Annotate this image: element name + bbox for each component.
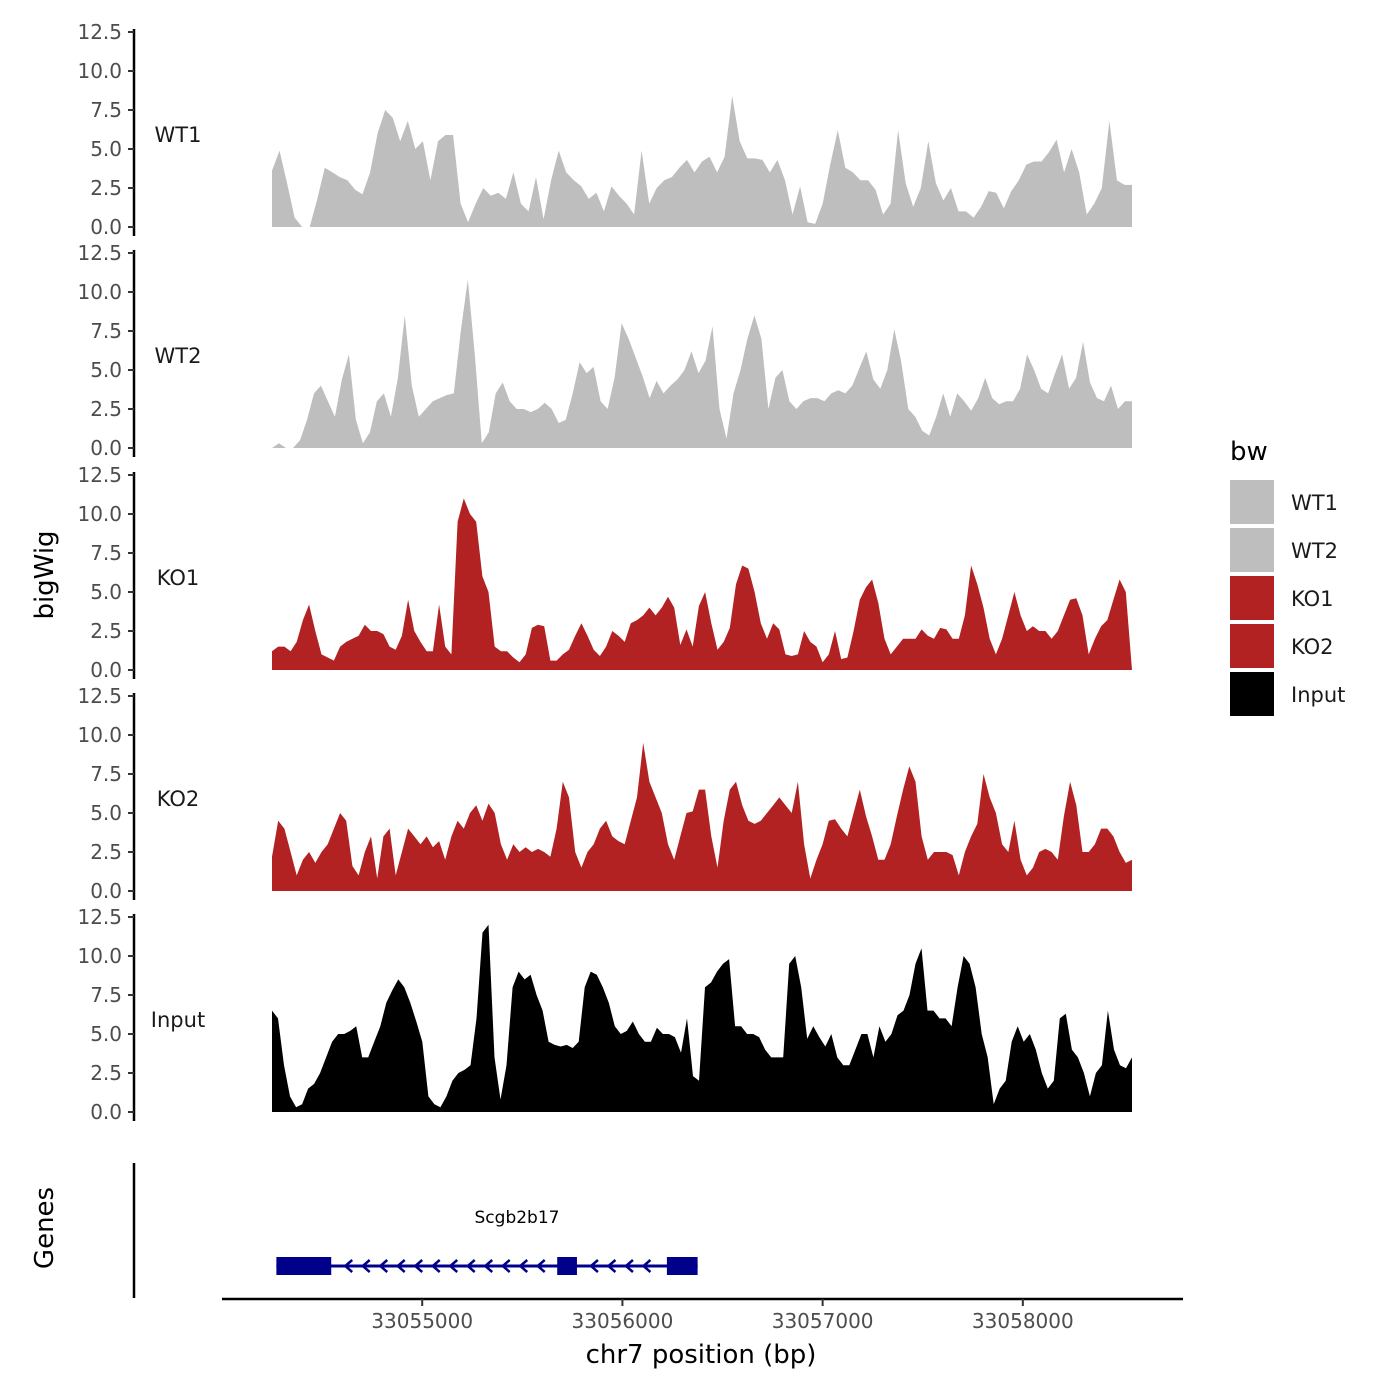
y-tick-label: 12.5 xyxy=(77,905,122,929)
legend-key-ko2 xyxy=(1230,624,1274,668)
y-tick-label: 2.5 xyxy=(90,619,122,643)
legend-label-wt2: WT2 xyxy=(1291,539,1338,563)
legend-title: bw xyxy=(1230,437,1268,467)
strand-arrow xyxy=(465,1259,476,1273)
y-tick-label: 0.0 xyxy=(90,879,122,903)
y-tick-label: 10.0 xyxy=(77,944,122,968)
legend: WT1 WT2 KO1 KO2 Input xyxy=(1230,480,1345,716)
track-label-input: Input xyxy=(151,1008,205,1032)
coverage-area-ko2 xyxy=(272,742,1132,891)
strand-arrow xyxy=(483,1259,494,1273)
y-tick-label: 0.0 xyxy=(90,215,122,239)
y-tick-label: 7.5 xyxy=(90,319,122,343)
y-tick-label: 5.0 xyxy=(90,580,122,604)
y-tick-label: 5.0 xyxy=(90,801,122,825)
track-wt1: 0.0 2.5 5.0 7.5 10.0 12.5 WT1 xyxy=(77,20,1132,239)
x-tick-label: 33056000 xyxy=(572,1309,674,1333)
strand-arrow xyxy=(343,1259,354,1273)
y-tick-label: 2.5 xyxy=(90,176,122,200)
y-tick-label: 7.5 xyxy=(90,98,122,122)
y-tick-label: 10.0 xyxy=(77,280,122,304)
y-axis-title: bigWig xyxy=(30,530,60,619)
strand-arrow xyxy=(606,1259,617,1273)
legend-label-input: Input xyxy=(1291,683,1345,707)
coverage-area-ko1 xyxy=(272,498,1132,670)
y-tick-label: 10.0 xyxy=(77,59,122,83)
strand-arrow xyxy=(378,1259,389,1273)
strand-arrow xyxy=(395,1259,406,1273)
y-tick-label: 0.0 xyxy=(90,436,122,460)
legend-label-ko1: KO1 xyxy=(1291,587,1334,611)
x-tick-label: 33057000 xyxy=(772,1309,874,1333)
y-tick-label: 5.0 xyxy=(90,358,122,382)
y-tick-label: 0.0 xyxy=(90,1100,122,1124)
strand-arrow xyxy=(589,1259,599,1273)
y-tick-label: 5.0 xyxy=(90,137,122,161)
y-tick-label: 5.0 xyxy=(90,1022,122,1046)
legend-label-wt1: WT1 xyxy=(1291,491,1338,515)
y-tick-label: 10.0 xyxy=(77,723,122,747)
x-axis-ticks: 33055000 33056000 33057000 33058000 xyxy=(371,1299,1074,1333)
y-tick-label: 12.5 xyxy=(77,463,122,487)
coverage-area-wt1 xyxy=(272,96,1132,227)
legend-label-ko2: KO2 xyxy=(1291,635,1334,659)
x-axis-title: chr7 position (bp) xyxy=(586,1340,817,1370)
track-wt2: 0.0 2.5 5.0 7.5 10.0 12.5 WT2 xyxy=(77,241,1132,460)
track-label-wt1: WT1 xyxy=(155,123,202,147)
legend-key-wt1 xyxy=(1230,480,1274,524)
track-ko1: 0.0 2.5 5.0 7.5 10.0 12.5 KO1 xyxy=(77,463,1132,682)
coverage-area-input xyxy=(272,924,1132,1112)
track-label-wt2: WT2 xyxy=(155,344,202,368)
bigwig-tracks: 0.0 2.5 5.0 7.5 10.0 12.5 WT1 0.0 2.5 5.0 7.5 10.0 1… xyxy=(77,20,1132,1124)
gene-panel-title: Genes xyxy=(30,1187,60,1269)
gene-exon xyxy=(666,1257,698,1275)
strand-arrow xyxy=(448,1259,459,1273)
x-tick-label: 33055000 xyxy=(371,1309,473,1333)
y-tick-label: 0.0 xyxy=(90,658,122,682)
strand-arrow xyxy=(641,1259,652,1273)
legend-key-input xyxy=(1230,672,1274,716)
strand-arrow xyxy=(430,1259,441,1273)
y-tick-label: 7.5 xyxy=(90,541,122,565)
track-label-ko2: KO2 xyxy=(157,787,200,811)
legend-key-wt2 xyxy=(1230,528,1274,572)
y-tick-label: 12.5 xyxy=(77,20,122,44)
y-tick-label: 10.0 xyxy=(77,502,122,526)
gene-exon xyxy=(276,1257,332,1275)
strand-arrow xyxy=(624,1259,634,1273)
track-input: 0.0 2.5 5.0 7.5 10.0 12.5 Input xyxy=(77,905,1132,1124)
y-tick-label: 2.5 xyxy=(90,1061,122,1085)
y-tick-label: 7.5 xyxy=(90,762,122,786)
coverage-area-wt2 xyxy=(272,279,1132,448)
strand-arrow xyxy=(500,1259,511,1273)
y-tick-label: 12.5 xyxy=(77,241,122,265)
y-tick-label: 12.5 xyxy=(77,684,122,708)
gene-track: Scgb2b17 xyxy=(276,1208,698,1275)
y-tick-label: 2.5 xyxy=(90,397,122,421)
gene-name-label: Scgb2b17 xyxy=(475,1208,560,1228)
track-ko2: 0.0 2.5 5.0 7.5 10.0 12.5 KO2 xyxy=(77,684,1132,903)
strand-arrow xyxy=(413,1259,424,1273)
track-label-ko1: KO1 xyxy=(157,566,200,590)
strand-arrow xyxy=(518,1259,529,1273)
strand-arrow xyxy=(360,1259,371,1273)
x-tick-label: 33058000 xyxy=(972,1309,1074,1333)
gene-exon xyxy=(557,1257,577,1275)
strand-arrow xyxy=(535,1259,546,1273)
y-tick-label: 2.5 xyxy=(90,840,122,864)
y-tick-label: 7.5 xyxy=(90,983,122,1007)
legend-key-ko1 xyxy=(1230,576,1274,620)
